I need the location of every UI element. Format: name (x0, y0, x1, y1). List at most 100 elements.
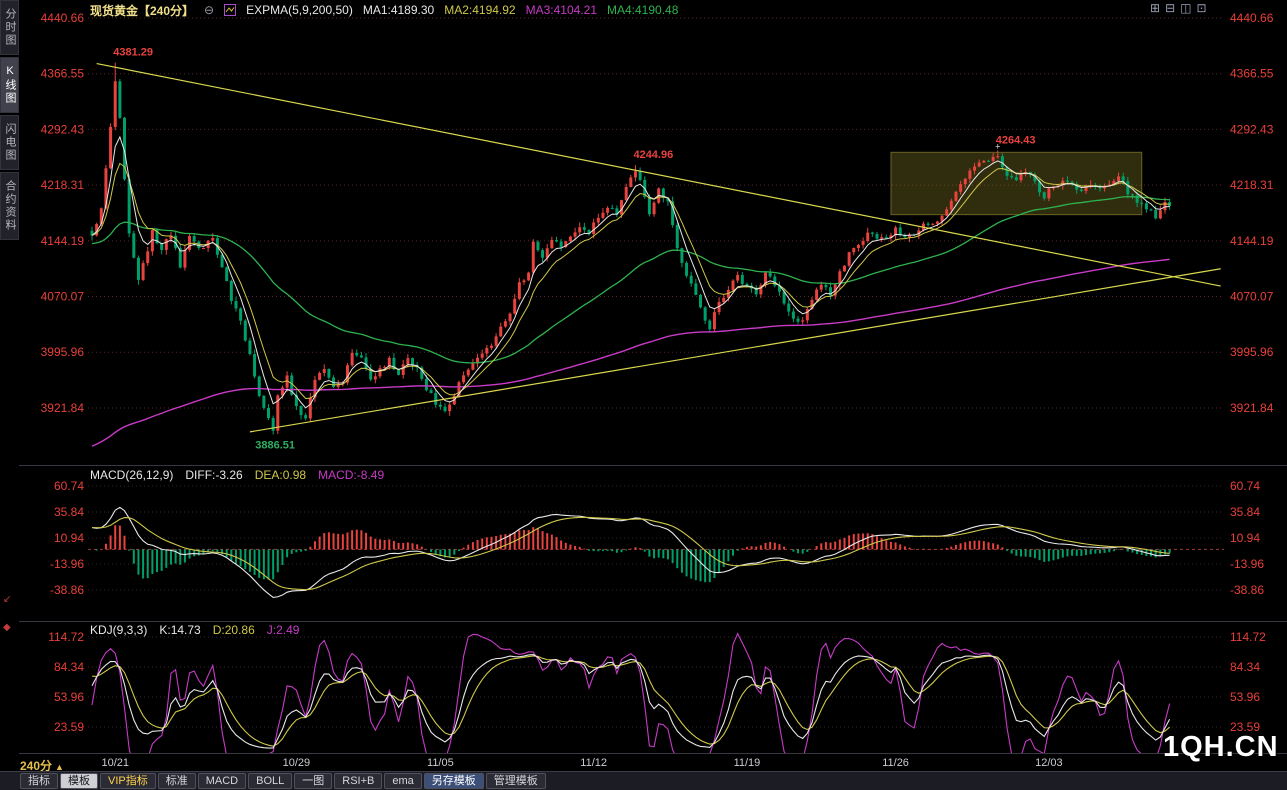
svg-text:4144.19: 4144.19 (41, 234, 85, 248)
watermark: 1QH.CN (1163, 731, 1279, 763)
price-panel[interactable]: 4381.29 4244.96 4264.43+3886.51 (90, 47, 1221, 452)
period-selector[interactable]: 240分 ▲ (20, 757, 64, 774)
price-grid: 4440.66 4440.66 4366.55 4366.55 4292.43 4292.… (41, 11, 1274, 415)
svg-text:4264.43: 4264.43 (996, 134, 1036, 146)
svg-text:35.84: 35.84 (1230, 505, 1260, 519)
kdj-header: KDJ(9,3,3) K:14.73 D:20.86 J:2.49 (90, 623, 299, 637)
toolbar-button-template[interactable]: 模板 (60, 773, 98, 789)
pane-marker-icon[interactable]: ◆ (3, 622, 11, 633)
toolbar-button-vip-indicators[interactable]: VIP指标 (100, 773, 156, 789)
kdj-panel[interactable] (91, 632, 1171, 772)
instrument-title[interactable]: 现货黄金【240分】 (90, 3, 195, 18)
toolbar-button-standard[interactable]: 标准 (157, 773, 196, 789)
chart-header: 现货黄金【240分】 ⊖ EXPMA(5,9,200,50) MA1:4189.… (90, 2, 678, 18)
svg-text:-38.86: -38.86 (1230, 583, 1264, 597)
k-line (91, 654, 1171, 749)
svg-text:10.94: 10.94 (1230, 531, 1260, 545)
macd-diff-value: DIFF:-3.26 (185, 468, 243, 482)
svg-text:12/03: 12/03 (1035, 757, 1063, 769)
macd-value: MACD:-8.49 (318, 468, 385, 482)
svg-text:3995.96: 3995.96 (41, 345, 85, 359)
svg-text:4381.29: 4381.29 (113, 47, 153, 59)
svg-text:10.94: 10.94 (54, 531, 84, 545)
svg-text:11/05: 11/05 (427, 757, 454, 769)
expma9-line (91, 162, 1170, 399)
svg-text:60.74: 60.74 (1230, 479, 1260, 493)
svg-text:35.84: 35.84 (54, 505, 84, 519)
toolbar-button-save-template[interactable]: 另存模板 (423, 773, 484, 789)
svg-text:4070.07: 4070.07 (41, 290, 85, 304)
j-line (91, 632, 1171, 753)
macd-header: MACD(26,12,9) DIFF:-3.26 DEA:0.98 MACD:-… (90, 468, 384, 482)
toolbar-button-manage-template[interactable]: 管理模板 (485, 773, 546, 789)
toolbar-button-macd[interactable]: MACD (197, 773, 247, 789)
toolbar-button-indicators[interactable]: 指标 (20, 773, 58, 789)
selection-box (890, 151, 1143, 216)
svg-text:-13.96: -13.96 (50, 557, 84, 571)
indicator-legend-icon (224, 4, 237, 16)
toolbar-button-ema[interactable]: ema (384, 773, 422, 789)
svg-text:23.59: 23.59 (54, 720, 84, 734)
sidebar: 分时图 K线图闪电图合约资料 (0, 0, 19, 242)
svg-text:3921.84: 3921.84 (41, 401, 85, 415)
svg-text:84.34: 84.34 (54, 660, 84, 674)
expma-label: EXPMA(5,9,200,50) (246, 3, 353, 17)
svg-text:4244.96: 4244.96 (633, 149, 673, 161)
svg-text:11/19: 11/19 (734, 757, 761, 769)
kdj-grid: 114.72 114.72 84.34 84.34 53.96 53.96 23.59 23.… (48, 630, 1266, 734)
date-axis: 10/21 10/29 11/05 11/12 11/19 11/26 12/03 (101, 757, 1062, 769)
svg-text:4218.31: 4218.31 (41, 178, 85, 192)
svg-text:-13.96: -13.96 (1230, 557, 1264, 571)
collapse-icon[interactable]: ⊖ (204, 3, 215, 17)
layout-columns-icon[interactable]: ◫ (1180, 1, 1192, 15)
svg-text:114.72: 114.72 (48, 630, 84, 644)
macd-label[interactable]: MACD(26,12,9) (90, 468, 174, 482)
svg-text:-38.86: -38.86 (50, 583, 84, 597)
expma5-line (91, 135, 1170, 409)
sidebar-tab-kline[interactable]: K线图 (0, 57, 19, 113)
toolbar-button-rsi-b[interactable]: RSI+B (334, 773, 383, 789)
layout-single-icon[interactable]: ⊡ (1196, 1, 1207, 15)
svg-text:4292.43: 4292.43 (1230, 122, 1274, 136)
svg-text:60.74: 60.74 (54, 479, 84, 493)
toolbar-button-boll[interactable]: BOLL (248, 773, 293, 789)
svg-text:4070.07: 4070.07 (1230, 290, 1274, 304)
svg-text:11/26: 11/26 (882, 757, 909, 769)
svg-text:23.59: 23.59 (1230, 720, 1260, 734)
svg-text:53.96: 53.96 (1230, 690, 1260, 704)
macd-grid: 60.74 60.74 35.84 35.84 10.94 10.94 -13.96 -13.… (50, 479, 1264, 597)
svg-text:84.34: 84.34 (1230, 660, 1260, 674)
macd-panel[interactable] (91, 506, 1171, 599)
kdj-label[interactable]: KDJ(9,3,3) (90, 623, 148, 637)
bottom-toolbar: 指标 模板 VIP指标 标准 MACD BOLL 一图 RSI+B ema 另存模板 管理模板 (0, 771, 1287, 790)
svg-text:10/21: 10/21 (101, 757, 129, 769)
svg-text:4440.66: 4440.66 (1230, 11, 1274, 25)
ma3-value: MA3:4104.21 (525, 3, 597, 17)
trendline (249, 268, 1221, 433)
sidebar-tab-contract-info[interactable]: 合约资料 (0, 172, 19, 240)
svg-text:4292.43: 4292.43 (41, 122, 85, 136)
d-line (91, 655, 1170, 747)
layout-grid-icon[interactable]: ⊞ (1150, 1, 1161, 15)
svg-text:4366.55: 4366.55 (1230, 67, 1274, 81)
svg-text:3921.84: 3921.84 (1230, 401, 1274, 415)
period-up-arrow-icon: ▲ (55, 762, 64, 772)
svg-text:4366.55: 4366.55 (41, 67, 85, 81)
toolbar-button-one-chart[interactable]: 一图 (294, 773, 333, 789)
expma200-line (91, 258, 1170, 447)
dea-line (91, 516, 1170, 591)
kdj-j-value: J:2.49 (266, 623, 300, 637)
sidebar-tab-lightning[interactable]: 闪电图 (0, 115, 19, 170)
sidebar-tab-time-share[interactable]: 分时图 (0, 0, 19, 55)
ma2-value: MA2:4194.92 (444, 3, 516, 17)
svg-text:114.72: 114.72 (1230, 630, 1266, 644)
svg-text:4144.19: 4144.19 (1230, 234, 1274, 248)
pane-scroll-icon[interactable]: ↙ (3, 594, 12, 605)
svg-text:11/12: 11/12 (580, 757, 607, 769)
svg-text:+: + (995, 141, 1000, 151)
chart-canvas[interactable]: 4440.66 4440.66 4366.55 4366.55 4292.43 4292.… (0, 0, 1287, 772)
layout-split-icon[interactable]: ⊟ (1165, 1, 1176, 15)
svg-text:10/29: 10/29 (283, 757, 311, 769)
period-label-text: 240分 (20, 759, 53, 773)
